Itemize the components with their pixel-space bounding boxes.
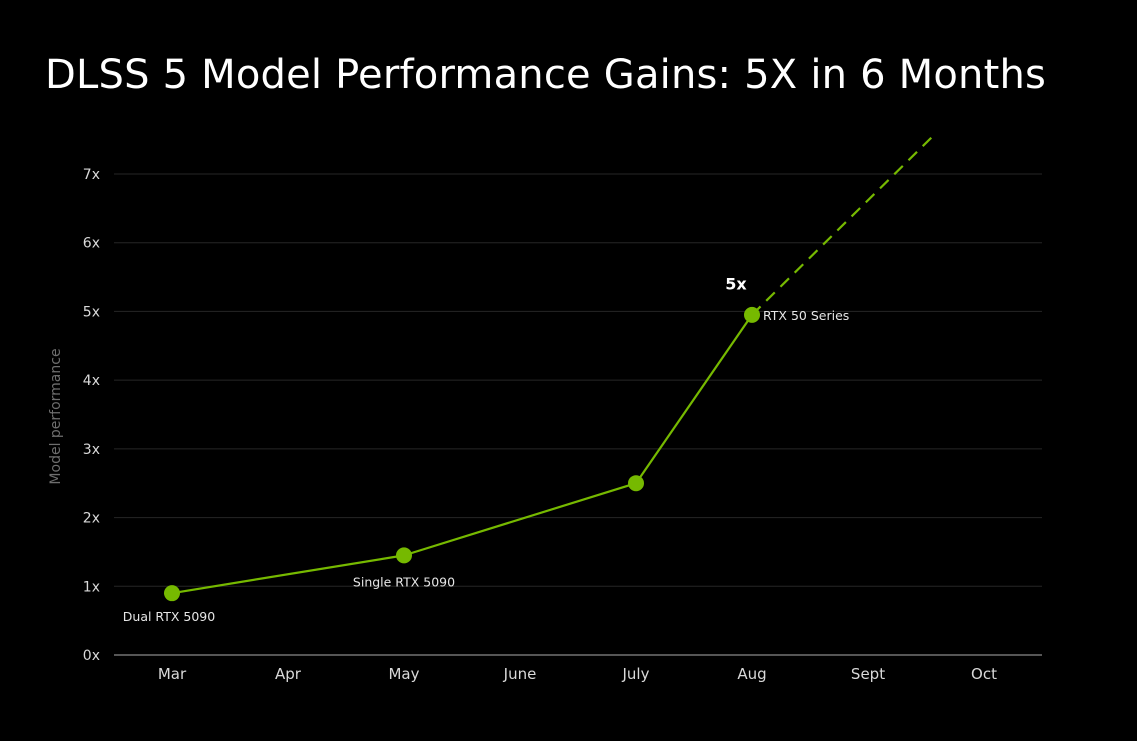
y-tick-label-7x: 7x bbox=[83, 167, 100, 183]
y-tick-label-4x: 4x bbox=[83, 373, 100, 389]
y-tick-label-0x: 0x bbox=[83, 648, 100, 664]
x-tick-label-sept: Sept bbox=[851, 665, 885, 683]
x-tick-label-may: May bbox=[388, 665, 419, 683]
point-label-aug: RTX 50 Series bbox=[763, 308, 849, 323]
series-line-0 bbox=[171, 314, 753, 595]
y-tick-label-5x: 5x bbox=[83, 304, 100, 320]
data-point-mar bbox=[164, 585, 180, 602]
series bbox=[164, 136, 933, 602]
data-point-may bbox=[396, 547, 412, 564]
data-point-aug bbox=[744, 306, 760, 323]
annotation-0: 5x bbox=[725, 274, 747, 293]
labels: 0x 1x 2x 3x 4x 5x 6x 7x Mar Apr May June July Aug Sept… bbox=[48, 167, 997, 683]
x-tick-label-mar: Mar bbox=[158, 665, 187, 683]
data-point-july bbox=[628, 475, 644, 492]
projection-dashed-line bbox=[751, 136, 933, 316]
point-label-mar: Dual RTX 5090 bbox=[123, 609, 215, 624]
y-tick-label-3x: 3x bbox=[83, 442, 100, 458]
x-tick-label-july: July bbox=[622, 665, 650, 683]
x-tick-label-aug: Aug bbox=[737, 665, 766, 683]
x-tick-label-june: June bbox=[503, 665, 537, 683]
point-label-may: Single RTX 5090 bbox=[353, 574, 455, 589]
gridlines bbox=[114, 173, 1042, 587]
x-tick-label-apr: Apr bbox=[275, 665, 302, 683]
y-axis-label: Model performance bbox=[48, 348, 64, 484]
x-tick-label-oct: Oct bbox=[971, 665, 997, 683]
y-tick-label-6x: 6x bbox=[83, 236, 100, 252]
y-tick-label-2x: 2x bbox=[83, 511, 100, 527]
y-tick-label-1x: 1x bbox=[83, 579, 100, 595]
chart-title: DLSS 5 Model Performance Gains: 5X in 6 … bbox=[45, 52, 1047, 98]
